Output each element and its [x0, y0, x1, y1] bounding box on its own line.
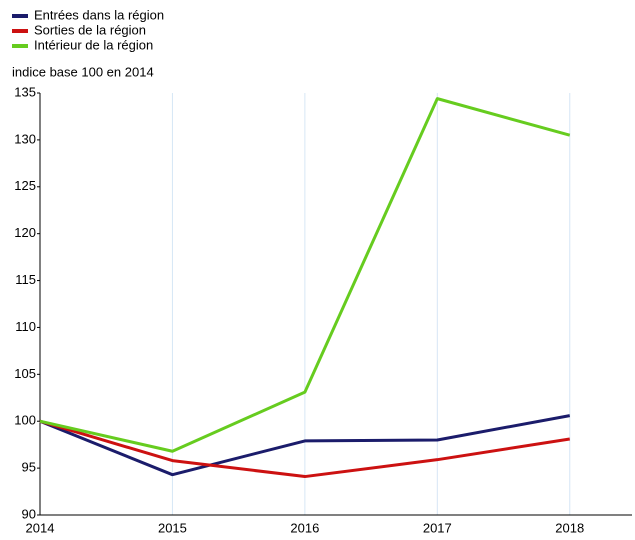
y-tick-label: 125 — [14, 178, 36, 193]
y-tick-label: 120 — [14, 225, 36, 240]
x-tick-label: 2018 — [555, 520, 584, 535]
chart-subtitle: indice base 100 en 2014 — [12, 64, 154, 79]
legend-swatch — [12, 44, 28, 48]
legend-label: Sorties de la région — [34, 22, 146, 37]
x-tick-label: 2017 — [423, 520, 452, 535]
y-tick-label: 100 — [14, 413, 36, 428]
legend-label: Intérieur de la région — [34, 37, 153, 52]
y-tick-label: 115 — [15, 272, 36, 287]
line — [39, 414, 571, 477]
x-tick-label: 2015 — [158, 520, 187, 535]
y-tick-label: 130 — [14, 131, 36, 146]
y-tick-label: 110 — [15, 319, 36, 334]
y-tick-label: 105 — [14, 366, 36, 381]
y-tick-label: 90 — [22, 506, 36, 521]
line — [39, 419, 570, 479]
y-tick-label: 95 — [22, 460, 36, 475]
line — [39, 97, 571, 453]
x-tick-label: 2016 — [290, 520, 319, 535]
y-tick-label: 135 — [14, 84, 36, 99]
legend-swatch — [12, 29, 28, 33]
legend-swatch — [12, 14, 28, 18]
legend-label: Entrées dans la région — [34, 7, 164, 22]
x-tick-label: 2014 — [26, 520, 55, 535]
